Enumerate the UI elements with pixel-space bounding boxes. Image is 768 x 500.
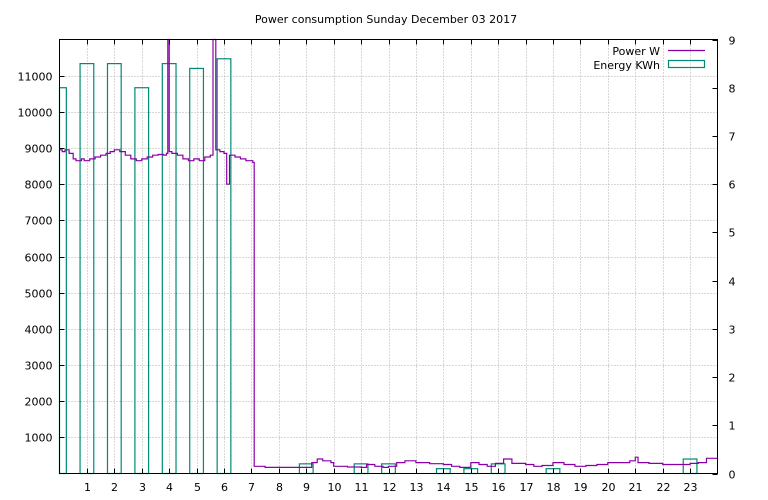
- energy-bar-0: [58, 87, 67, 475]
- y-left-tick-label: 10000: [18, 107, 53, 120]
- y-left-tick-label: 2000: [25, 396, 53, 409]
- y-left-tick-label: 1000: [25, 432, 53, 445]
- energy-bar-12: [381, 463, 396, 475]
- y-left-tick-label: 5000: [25, 288, 53, 301]
- energy-bar-1: [79, 63, 95, 475]
- x-tick-label: 2: [111, 481, 118, 494]
- x-tick-label: 16: [492, 481, 506, 494]
- x-tick-label: 14: [437, 481, 451, 494]
- x-tick-label: 20: [602, 481, 616, 494]
- y-left-tick-label: 8000: [25, 179, 53, 192]
- y-left-tick-label: 3000: [25, 360, 53, 373]
- y-axis-right: 0 1 2 3 4 5 6 7 8 9: [712, 35, 736, 482]
- x-tick-label: 10: [328, 481, 342, 494]
- y-right-tick-label: 0: [729, 469, 736, 482]
- y-left-tick-label: 6000: [25, 252, 53, 265]
- x-tick-label: 12: [383, 481, 397, 494]
- y-right-tick-label: 2: [729, 372, 736, 385]
- x-tick-label: 11: [355, 481, 369, 494]
- y-right-tick-label: 1: [729, 420, 736, 433]
- y-left-tick-label: 4000: [25, 324, 53, 337]
- x-tick-label: 8: [276, 481, 283, 494]
- y-left-tick-label: 11000: [18, 71, 53, 84]
- x-tick-label: 13: [410, 481, 424, 494]
- x-tick-label: 19: [574, 481, 588, 494]
- x-tick-label: 3: [139, 481, 146, 494]
- power-line-layer: [59, 38, 719, 468]
- y-right-tick-label: 8: [729, 83, 736, 96]
- y-right-tick-label: 9: [729, 35, 736, 48]
- x-tick-label: 21: [629, 481, 643, 494]
- y-right-tick-label: 5: [729, 227, 736, 240]
- x-tick-label: 1: [84, 481, 91, 494]
- y-left-tick-label: 7000: [25, 215, 53, 228]
- x-tick-label: 7: [248, 481, 255, 494]
- x-tick-label: 22: [657, 481, 671, 494]
- energy-bar-5: [189, 67, 205, 475]
- x-tick-label: 18: [547, 481, 561, 494]
- x-tick-label: 17: [520, 481, 534, 494]
- x-tick-label: 5: [194, 481, 201, 494]
- y-axis-left: 1000 2000 3000 4000 5000 6000 7000 8000 9000 1000…: [18, 71, 65, 445]
- x-tick-label: 23: [684, 481, 698, 494]
- legend-swatch-energy: [667, 59, 706, 69]
- energy-bar-15: [463, 468, 479, 475]
- x-tick-label: 6: [221, 481, 228, 494]
- y-right-tick-label: 3: [729, 324, 736, 337]
- y-right-tick-label: 6: [729, 179, 736, 192]
- power-series-line: [59, 38, 719, 468]
- energy-bars: [58, 58, 698, 475]
- energy-bar-3: [134, 87, 150, 475]
- x-tick-label: 15: [465, 481, 479, 494]
- legend: Power W Energy KWh: [593, 45, 706, 72]
- x-axis: 1 2 3 4 5 6 7 8 9 10 11 12 13 14 15 16 17 18 19 20 21 22 23: [84, 39, 698, 494]
- x-tick-label: 9: [303, 481, 310, 494]
- y-right-tick-label: 4: [729, 276, 736, 289]
- grid-layer: [59, 39, 718, 474]
- chart-title: Power consumption Sunday December 03 201…: [255, 13, 517, 26]
- x-tick-label: 4: [166, 481, 173, 494]
- legend-label-energy: Energy KWh: [593, 59, 660, 72]
- plot-frame: [59, 39, 718, 474]
- y-left-tick-label: 9000: [25, 143, 53, 156]
- y-right-tick-label: 7: [729, 131, 736, 144]
- legend-label-power: Power W: [612, 45, 660, 58]
